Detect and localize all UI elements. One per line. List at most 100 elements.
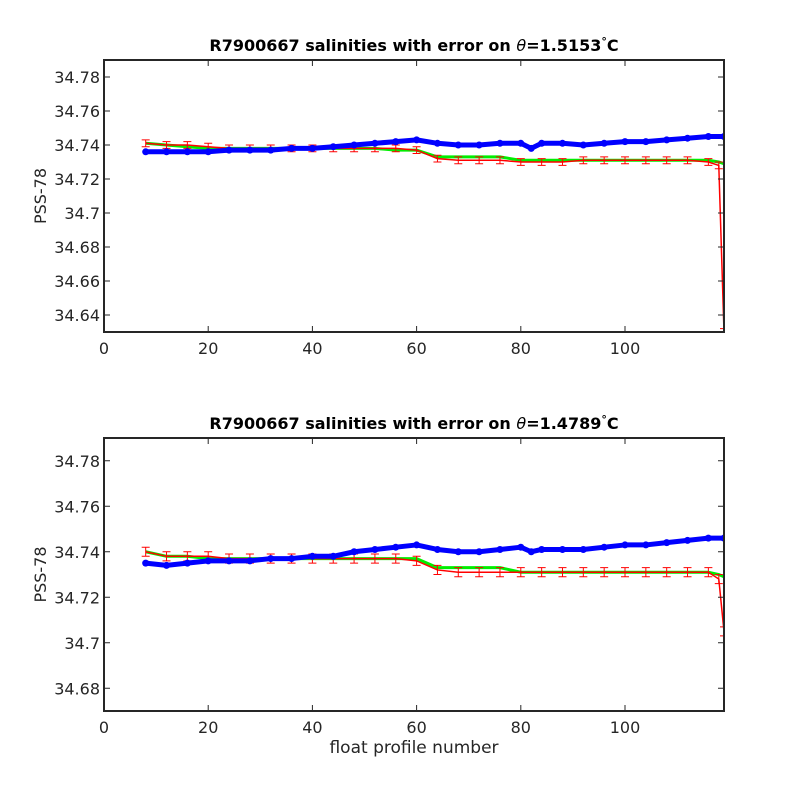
chart-2-error-bar	[516, 567, 525, 578]
chart-1-float-point	[621, 138, 629, 146]
chart-2-float-point	[163, 561, 171, 569]
chart-2-float-point	[267, 555, 275, 563]
chart-1-error-bar	[704, 158, 713, 166]
chart-2-xtick-label: 0	[99, 718, 109, 737]
chart-1-error-bar	[720, 328, 724, 332]
chart-2-float-point	[350, 548, 358, 556]
chart-2-float-point	[454, 548, 462, 556]
chart-2-float-point	[621, 541, 629, 549]
chart-1-float-point	[600, 139, 608, 147]
chart-1-error-bar	[662, 156, 671, 165]
chart-1-ytick-label: 34.72	[54, 170, 100, 189]
chart-2-float-point	[538, 545, 546, 553]
chart-2-error-bar	[391, 553, 400, 564]
chart-2-float-point	[204, 557, 212, 565]
chart-1-title-unit: C	[606, 36, 619, 55]
chart-1-error-bar	[641, 156, 650, 165]
chart-1-error-bar	[433, 154, 442, 163]
chart-2-error-bar	[370, 553, 379, 564]
chart-2-xtick-label: 80	[511, 718, 531, 737]
chart-1-float-point	[329, 143, 337, 151]
chart-2-float-point	[642, 541, 650, 549]
chart-1-float-point	[183, 148, 191, 156]
chart-1-float-point	[308, 144, 316, 152]
chart-1-float-point	[704, 133, 712, 140]
chart-1-xtick-label: 40	[302, 339, 322, 358]
chart-2-title-value: =1.4789	[526, 414, 602, 433]
chart-1-ytick-label: 34.7	[64, 204, 100, 223]
chart-2-title-theta: θ	[516, 414, 527, 433]
chart-1-error-bar	[454, 156, 463, 165]
chart-1-float-point	[642, 138, 650, 146]
chart-1-float-point	[350, 141, 358, 149]
chart-1-plot-area	[141, 133, 724, 332]
chart-1-error-bar	[579, 156, 588, 165]
chart-1-float-point	[684, 134, 692, 142]
chart-2-float-point	[433, 545, 441, 553]
chart-2-error-bar	[579, 567, 588, 578]
chart-2-float-point	[392, 543, 400, 551]
chart-2-xtick-label: 20	[198, 718, 218, 737]
chart-2-title-unit: C	[606, 414, 619, 433]
chart-2-title: R7900667 salinities with error on θ=1.47…	[104, 413, 724, 433]
chart-2-series-calibrated-line	[145, 550, 724, 579]
chart-1-float-point	[204, 148, 212, 156]
chart-1-float-point	[663, 136, 671, 144]
chart-1-error-bar	[621, 156, 630, 165]
chart-1-error-bar	[714, 161, 723, 170]
chart-2-error-bar	[714, 574, 723, 585]
chart-1-float-point	[267, 146, 275, 154]
chart-1-ytick-label: 34.64	[54, 306, 100, 325]
chart-2-float-point	[558, 545, 566, 553]
chart-1-float-point	[225, 146, 233, 154]
chart-1-float-point	[454, 141, 462, 149]
chart-2-float-point	[475, 548, 483, 556]
chart-1-title-value: =1.5153	[526, 36, 602, 55]
chart-1-float-point	[558, 139, 566, 147]
chart-2-float-point	[329, 552, 337, 560]
chart-2-float-point	[225, 557, 233, 565]
chart-2-float-point	[246, 557, 254, 565]
chart-1-error-bar	[600, 156, 609, 165]
chart-2-error-bar	[475, 567, 484, 578]
chart-2-float-point	[527, 548, 535, 556]
chart-1-float-point	[142, 148, 150, 156]
chart-1-title-text: R7900667 salinities with error on	[209, 36, 517, 55]
chart-2-float-point	[684, 536, 692, 544]
chart-2-float-point	[371, 545, 379, 553]
chart-2-float-point	[142, 559, 150, 567]
chart-1-float-point	[538, 139, 546, 147]
chart-2-ytick-label: 34.78	[54, 452, 100, 471]
chart-1-error-bar	[141, 139, 150, 148]
chart-1-xtick-label: 20	[198, 339, 218, 358]
chart-2-float-point	[183, 559, 191, 567]
chart-1-xtick-label: 80	[511, 339, 531, 358]
chart-1-title-degree: °	[601, 35, 607, 48]
chart-1-error-bar	[516, 158, 525, 166]
chart-2-error-bar	[600, 567, 609, 578]
chart-2-error-bar	[454, 567, 463, 578]
chart-1-axes-box	[103, 59, 725, 333]
chart-2-series-error-line	[145, 551, 724, 632]
chart-2-error-bar	[141, 546, 150, 557]
chart-2-error-bar	[433, 564, 442, 575]
chart-1-title: R7900667 salinities with error on θ=1.51…	[104, 35, 724, 55]
chart-2-float-point	[308, 552, 316, 560]
chart-1-float-point	[246, 146, 254, 154]
chart-1-float-point	[527, 144, 535, 152]
chart-1-xtick-label: 100	[610, 339, 641, 358]
chart-1-xtick-label: 60	[406, 339, 426, 358]
chart-1-error-bar	[475, 156, 484, 165]
chart-2-ytick-label: 34.68	[54, 679, 100, 698]
chart-1-float-point	[413, 136, 421, 144]
chart-2-xlabel: float profile number	[329, 738, 498, 758]
chart-2-error-bar	[537, 567, 546, 578]
chart-1-ytick-label: 34.68	[54, 238, 100, 257]
chart-2-ytick-label: 34.76	[54, 497, 100, 516]
chart-2-float-point	[704, 534, 712, 542]
chart-2-plot-area	[141, 534, 724, 637]
chart-2-ytick-label: 34.7	[64, 634, 100, 653]
chart-2-error-bar	[662, 567, 671, 578]
chart-2-xtick-label: 100	[610, 718, 641, 737]
